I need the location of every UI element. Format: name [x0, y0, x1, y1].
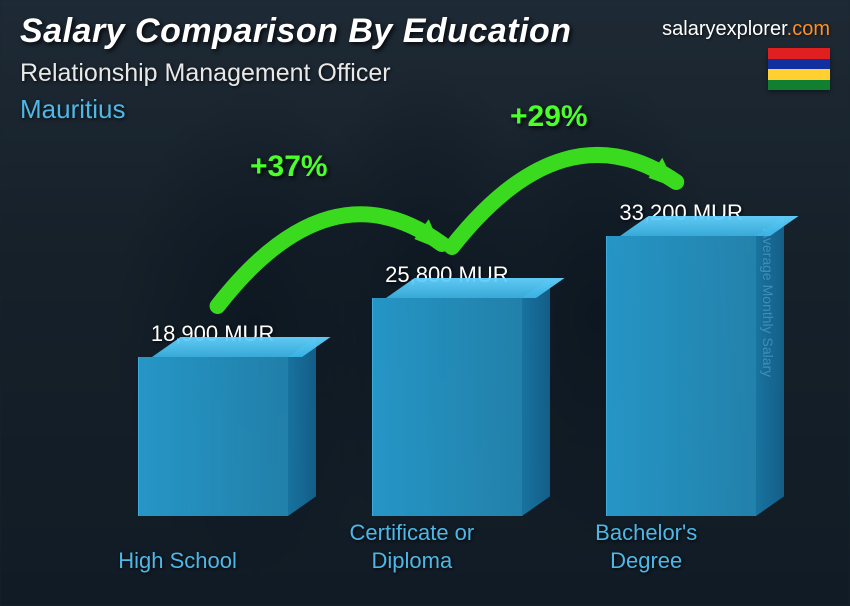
percent-increase: +37%	[250, 150, 328, 184]
percent-increase: +29%	[510, 100, 588, 134]
increase-arrow-icon	[0, 0, 850, 606]
